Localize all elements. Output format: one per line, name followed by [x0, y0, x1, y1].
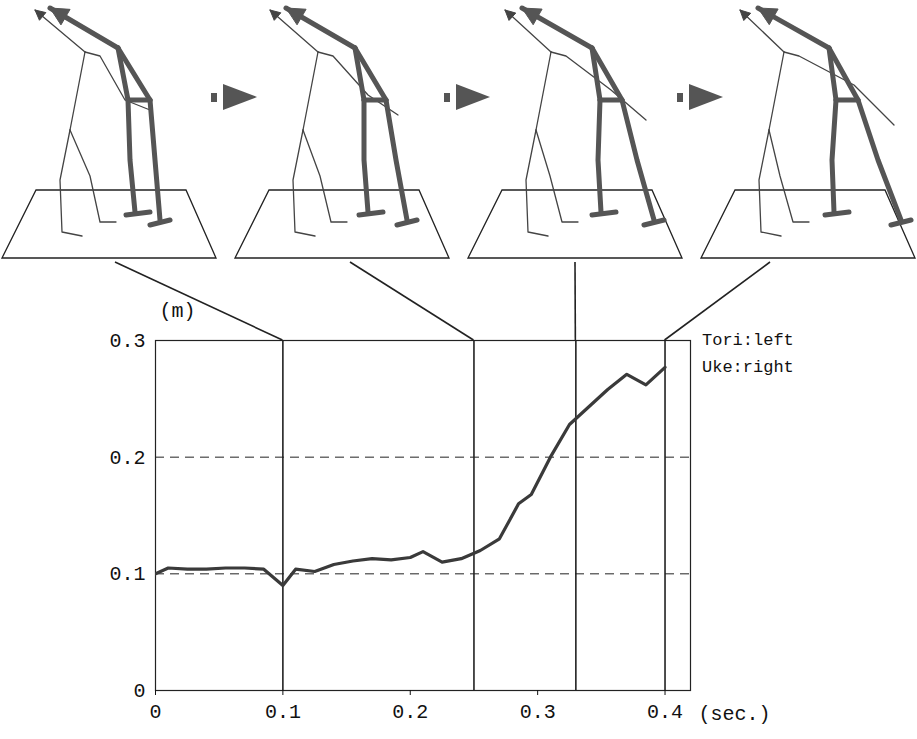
- svg-text:0: 0: [133, 680, 145, 703]
- svg-text:0.4: 0.4: [647, 701, 683, 724]
- svg-text:(sec.): (sec.): [699, 703, 771, 726]
- svg-text:0.1: 0.1: [265, 701, 301, 724]
- svg-text:(m): (m): [160, 300, 196, 323]
- svg-text:Tori:left: Tori:left: [702, 331, 794, 350]
- svg-text:0.3: 0.3: [520, 701, 556, 724]
- svg-text:0.3: 0.3: [109, 330, 145, 353]
- svg-text:0.2: 0.2: [392, 701, 428, 724]
- svg-text:0.2: 0.2: [109, 447, 145, 470]
- svg-text:0.1: 0.1: [109, 563, 145, 586]
- svg-text:0: 0: [149, 701, 161, 724]
- svg-text:Uke:right: Uke:right: [702, 358, 794, 377]
